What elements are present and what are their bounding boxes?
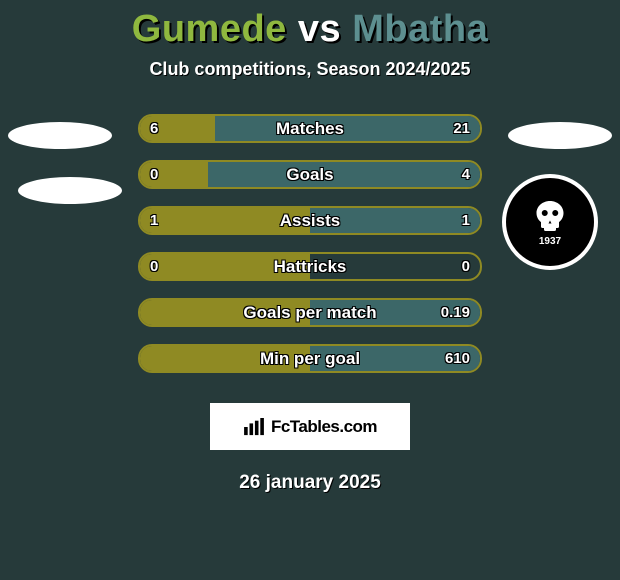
player-a-name: Gumede — [132, 8, 287, 50]
stat-fill-left — [140, 208, 310, 233]
skull-icon — [532, 198, 568, 234]
stat-row: 00Hattricks — [138, 252, 482, 281]
stat-fill-left — [140, 162, 208, 187]
stat-row: 621Matches — [138, 114, 482, 143]
player-b-club-logo: 1937 — [502, 174, 598, 270]
stat-row: 0.19Goals per match — [138, 298, 482, 327]
chart-icon — [243, 418, 265, 436]
player-b-badge-placeholder — [508, 122, 612, 149]
subtitle: Club competitions, Season 2024/2025 — [0, 59, 620, 80]
stat-fill-right — [310, 208, 480, 233]
club-year: 1937 — [539, 236, 561, 247]
stat-row: 04Goals — [138, 160, 482, 189]
stat-row: 610Min per goal — [138, 344, 482, 373]
stat-fill-right — [208, 162, 480, 187]
stat-row: 11Assists — [138, 206, 482, 235]
fctables-text: FcTables.com — [271, 417, 377, 437]
stat-fill-left — [140, 254, 310, 279]
stat-fill-right — [310, 346, 480, 371]
stat-fill-right — [310, 300, 480, 325]
player-a-badge-placeholder-2 — [18, 177, 122, 204]
player-a-badge-placeholder-1 — [8, 122, 112, 149]
date-text: 26 january 2025 — [0, 472, 620, 494]
stat-fill-right — [215, 116, 480, 141]
stat-value-right: 0 — [462, 254, 470, 279]
vs-text: vs — [298, 8, 341, 50]
page-title: Gumede vs Mbatha — [0, 0, 620, 51]
fctables-brand: FcTables.com — [210, 403, 410, 450]
stat-fill-left — [140, 346, 310, 371]
stat-fill-left — [140, 300, 310, 325]
player-b-name: Mbatha — [352, 8, 488, 50]
stat-fill-left — [140, 116, 215, 141]
